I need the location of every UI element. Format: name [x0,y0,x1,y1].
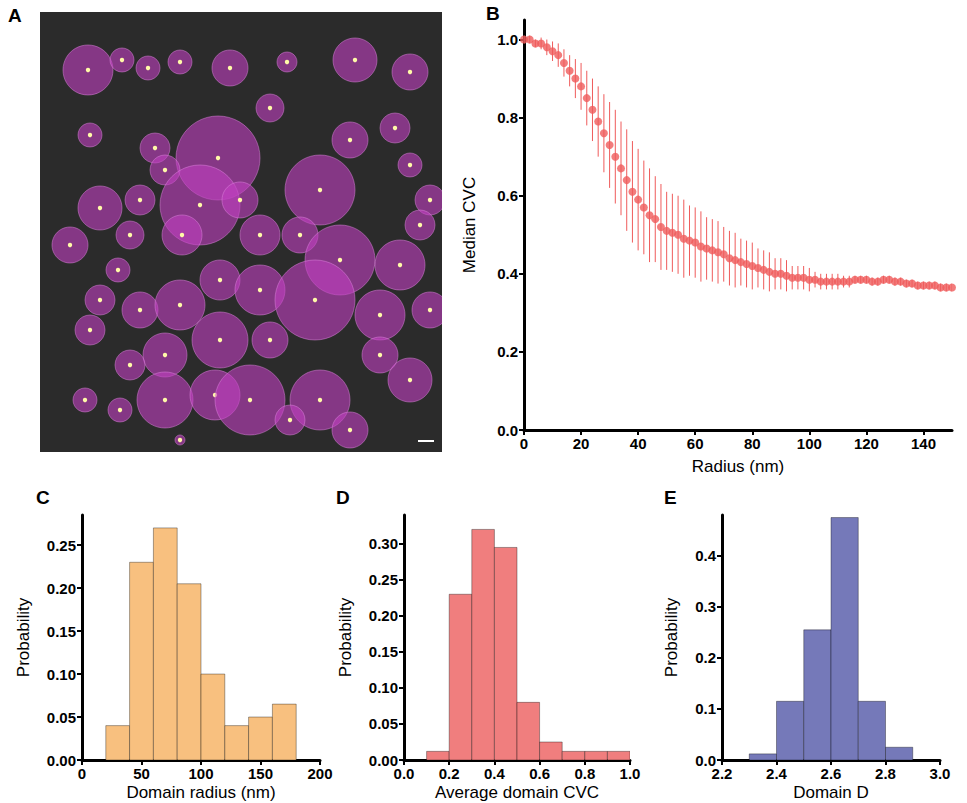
svg-text:2.8: 2.8 [875,765,896,782]
svg-text:0.25: 0.25 [369,571,398,588]
svg-text:C: C [36,487,50,508]
svg-text:0.6: 0.6 [497,187,518,204]
svg-text:Median CVC: Median CVC [460,177,479,273]
svg-text:0.4: 0.4 [695,547,717,564]
svg-text:0.4: 0.4 [497,265,519,282]
svg-text:Probability: Probability [662,597,681,677]
svg-text:0.2: 0.2 [439,765,460,782]
svg-text:0.25: 0.25 [47,537,76,554]
svg-text:100: 100 [797,435,822,452]
svg-text:20: 20 [573,435,590,452]
svg-text:2.4: 2.4 [766,765,788,782]
svg-text:0.30: 0.30 [369,535,398,552]
svg-text:A: A [8,5,22,26]
svg-text:140: 140 [911,435,936,452]
svg-text:100: 100 [188,765,213,782]
svg-text:Average domain CVC: Average domain CVC [435,783,599,802]
svg-text:0.20: 0.20 [369,607,398,624]
svg-text:50: 50 [133,765,150,782]
svg-text:60: 60 [687,435,704,452]
svg-text:2.2: 2.2 [712,765,733,782]
svg-text:3.0: 3.0 [930,765,951,782]
svg-text:80: 80 [744,435,761,452]
svg-text:0.4: 0.4 [484,765,506,782]
svg-text:0.2: 0.2 [497,343,518,360]
svg-text:2.6: 2.6 [821,765,842,782]
svg-text:0.00: 0.00 [47,752,76,769]
svg-text:D: D [336,487,350,508]
svg-text:0.15: 0.15 [369,643,398,660]
svg-text:0.10: 0.10 [369,679,398,696]
svg-text:B: B [486,3,500,24]
svg-text:0.15: 0.15 [47,623,76,640]
svg-text:150: 150 [248,765,273,782]
svg-text:0.00: 0.00 [368,751,398,769]
svg-text:0.05: 0.05 [369,715,398,732]
svg-text:40: 40 [630,435,647,452]
svg-text:0.2: 0.2 [695,649,716,666]
svg-text:0.05: 0.05 [47,709,76,726]
svg-text:0.3: 0.3 [695,598,716,615]
svg-text:Probability: Probability [14,597,33,677]
svg-text:1.0: 1.0 [620,765,641,782]
svg-text:Probability: Probability [336,597,355,677]
svg-text:1.0: 1.0 [497,31,518,48]
svg-text:0.8: 0.8 [497,109,518,126]
svg-text:E: E [664,487,677,508]
svg-text:0.20: 0.20 [47,580,76,597]
svg-text:200: 200 [307,765,332,782]
svg-text:0.10: 0.10 [47,666,76,683]
svg-text:0.8: 0.8 [574,765,595,782]
svg-text:0.6: 0.6 [529,765,550,782]
svg-text:Domain D: Domain D [793,783,869,802]
svg-text:0: 0 [78,765,86,782]
svg-text:0.0: 0.0 [695,751,716,769]
svg-text:0: 0 [520,435,528,452]
svg-text:0.1: 0.1 [695,700,716,717]
svg-text:0.0: 0.0 [497,422,518,439]
svg-text:120: 120 [854,435,879,452]
svg-text:Radius (nm): Radius (nm) [692,457,785,476]
svg-text:0.0: 0.0 [394,765,415,782]
svg-text:Domain radius (nm): Domain radius (nm) [126,783,275,802]
